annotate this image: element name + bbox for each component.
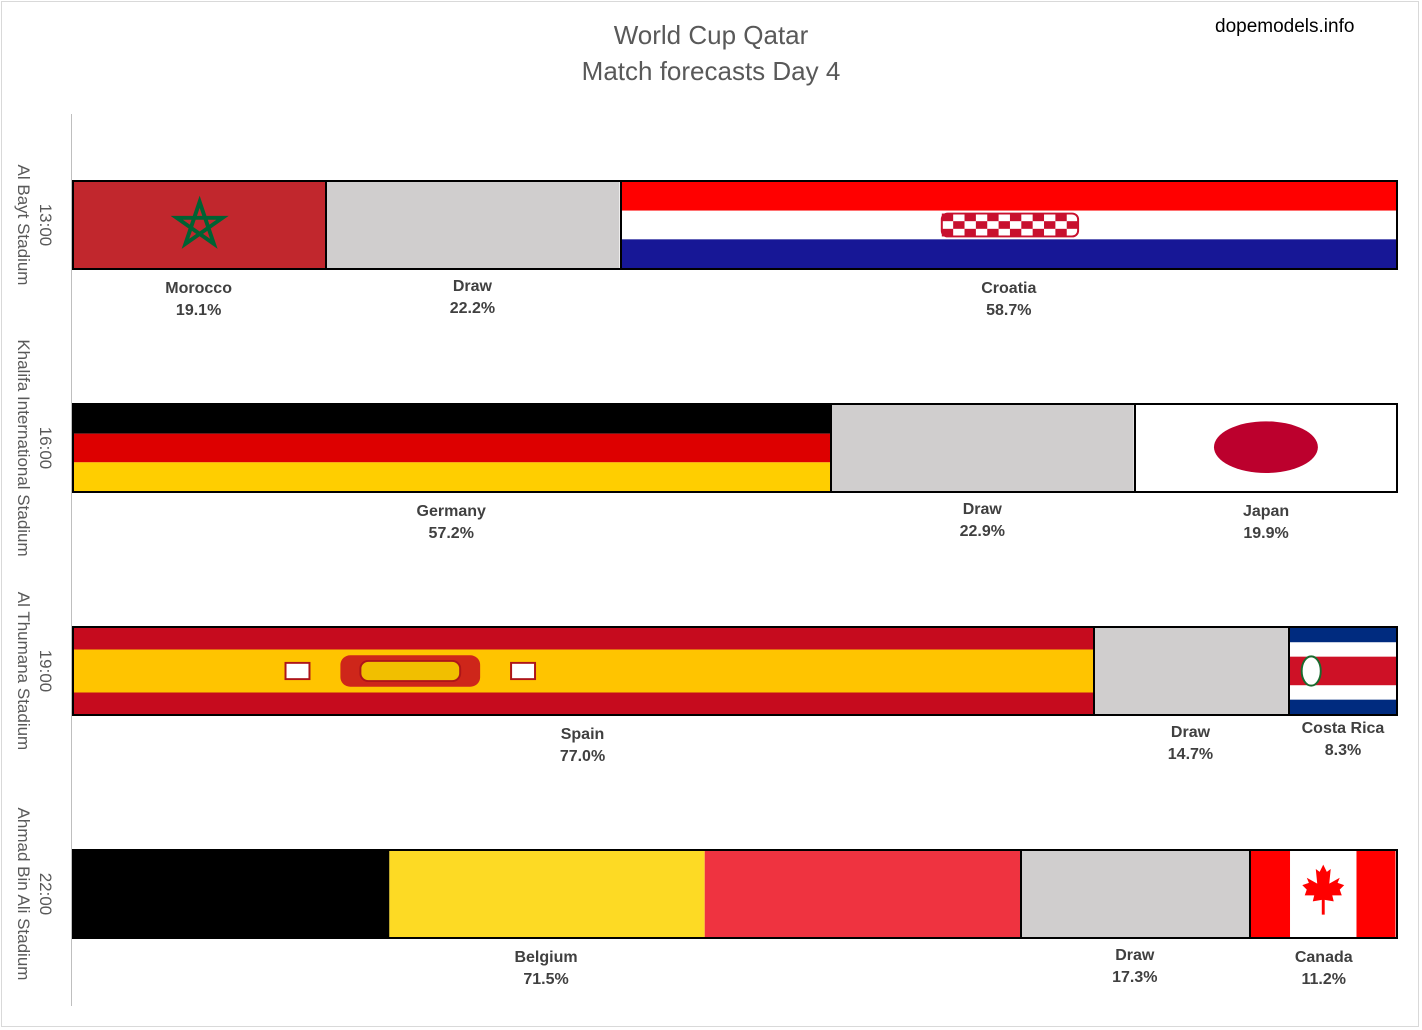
germany-flag	[74, 405, 831, 491]
draw-fill	[832, 405, 1135, 491]
match-time: 13:00	[36, 203, 55, 247]
data-label-draw: Draw 17.3%	[1112, 945, 1157, 989]
match-label-al-bayt-stadium: 13:00 Al Bayt Stadium	[12, 110, 56, 340]
croatia-flag	[621, 182, 1396, 268]
data-label-belgium: Belgium 71.5%	[514, 947, 577, 991]
bar-al-thumana-stadium-costa-rica	[1287, 626, 1398, 716]
outcome-probability: 19.9%	[1243, 525, 1289, 542]
outcome-name: Draw	[962, 501, 1002, 518]
belgium-flag	[74, 851, 1021, 937]
chart-subtitle: Match forecasts Day 4	[581, 56, 841, 86]
draw-fill	[1095, 628, 1288, 714]
outcome-probability: 14.7%	[1167, 746, 1214, 763]
spain-flag	[74, 628, 1094, 714]
outcome-name: Japan	[1242, 503, 1290, 520]
outcome-name: Germany	[416, 503, 486, 520]
stadium-name: Al Thumana Stadium	[14, 591, 33, 751]
data-label-draw: Draw 22.9%	[960, 499, 1005, 543]
data-label-spain: Spain 77.0%	[560, 724, 605, 768]
outcome-probability: 77.0%	[559, 748, 606, 765]
outcome-name: Croatia	[981, 280, 1037, 297]
match-label-ahmad-bin-ali-stadium: 22:00 Ahmad Bin Ali Stadium	[12, 779, 56, 1009]
outcome-name: Draw	[452, 278, 492, 295]
data-label-morocco: Morocco 19.1%	[165, 278, 232, 322]
bar-ahmad-bin-ali-stadium-draw	[1020, 849, 1252, 939]
outcome-probability: 17.3%	[1112, 969, 1158, 986]
outcome-probability: 19.1%	[175, 302, 222, 319]
draw-fill	[327, 182, 620, 268]
match-time: 19:00	[36, 649, 55, 693]
outcome-probability: 58.7%	[986, 302, 1032, 319]
costa-rica-flag	[1289, 628, 1396, 714]
morocco-flag	[74, 182, 326, 268]
outcome-name: Belgium	[514, 949, 578, 966]
bar-ahmad-bin-ali-stadium-belgium	[72, 849, 1023, 939]
chart-title: World Cup Qatar	[613, 20, 809, 50]
outcome-probability: 11.2%	[1301, 971, 1346, 988]
data-label-croatia: Croatia 58.7%	[981, 278, 1036, 322]
outcome-name: Spain	[560, 726, 605, 743]
stadium-name: Khalifa International Stadium	[14, 339, 33, 557]
draw-fill	[1022, 851, 1250, 937]
bar-al-thumana-stadium-spain	[72, 626, 1096, 716]
bar-al-bayt-stadium-morocco	[72, 180, 328, 270]
outcome-probability: 8.3%	[1324, 742, 1362, 759]
bar-ahmad-bin-ali-stadium-canada	[1249, 849, 1398, 939]
outcome-name: Canada	[1294, 949, 1353, 966]
outcome-name: Draw	[1115, 947, 1155, 964]
outcome-name: Morocco	[165, 280, 232, 297]
data-label-costa-rica: Costa Rica 8.3%	[1302, 718, 1385, 762]
bar-al-bayt-stadium-croatia	[619, 180, 1398, 270]
stadium-name: Al Bayt Stadium	[14, 164, 33, 286]
data-label-canada: Canada 11.2%	[1295, 947, 1353, 991]
stadium-name: Ahmad Bin Ali Stadium	[14, 807, 33, 981]
outcome-probability: 22.2%	[449, 300, 496, 317]
category-axis-line	[71, 114, 72, 1006]
bar-khalifa-international-stadium-draw	[830, 403, 1137, 493]
match-time: 22:00	[36, 872, 55, 916]
match-time: 16:00	[36, 426, 55, 470]
bar-al-thumana-stadium-draw	[1093, 626, 1290, 716]
match-label-al-thumana-stadium: 19:00 Al Thumana Stadium	[12, 556, 56, 786]
japan-flag	[1136, 405, 1396, 491]
bar-al-bayt-stadium-draw	[325, 180, 622, 270]
canada-flag	[1251, 851, 1396, 937]
outcome-probability: 22.9%	[959, 523, 1005, 540]
outcome-name: Costa Rica	[1301, 720, 1385, 737]
data-label-draw: Draw 22.2%	[450, 276, 495, 320]
data-label-draw: Draw 14.7%	[1168, 722, 1213, 766]
bar-khalifa-international-stadium-japan	[1134, 403, 1398, 493]
outcome-probability: 57.2%	[428, 525, 474, 542]
source-label: dopemodels.info	[1215, 16, 1355, 37]
bar-khalifa-international-stadium-germany	[72, 403, 833, 493]
match-label-khalifa-international-stadium: 16:00 Khalifa International Stadium	[12, 333, 56, 563]
outcome-probability: 71.5%	[523, 971, 569, 988]
outcome-name: Draw	[1170, 724, 1211, 741]
data-label-germany: Germany 57.2%	[417, 501, 486, 545]
data-label-japan: Japan 19.9%	[1243, 501, 1289, 545]
